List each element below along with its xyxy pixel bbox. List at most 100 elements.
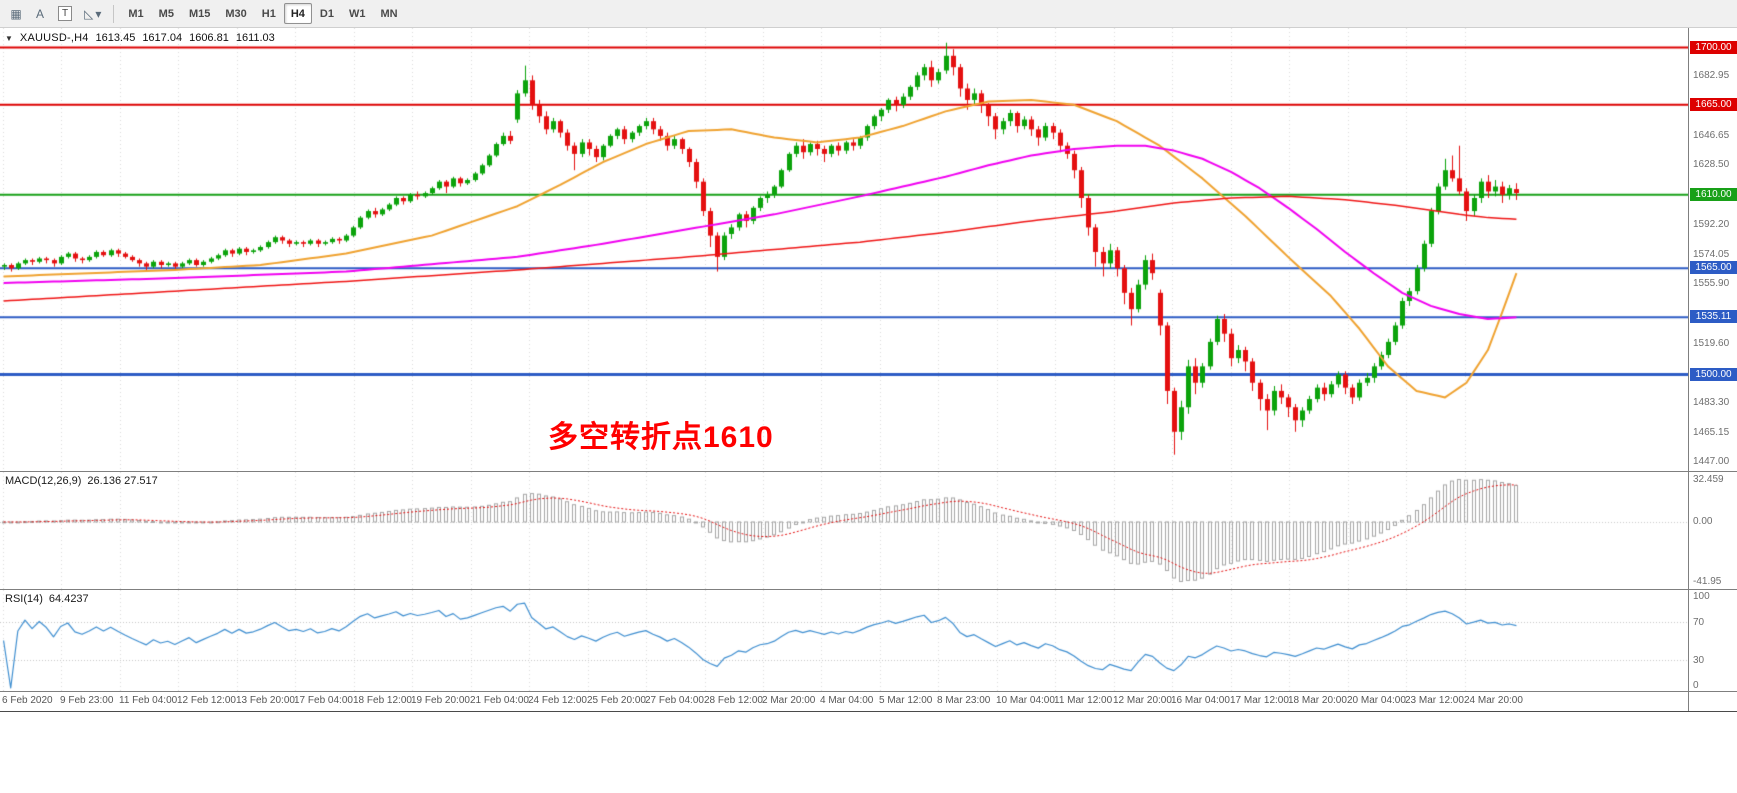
hline-price-label: 1500.00 [1690,367,1737,381]
price-tick: 1682.95 [1693,70,1730,82]
text-object-icon[interactable]: T [53,3,77,25]
timeframe-button-m1[interactable]: M1 [128,7,144,20]
timeframe-button-mn[interactable]: MN [380,7,398,20]
window-filler [0,712,1737,792]
price-tick: 1465.15 [1693,426,1730,438]
chart-annotation[interactable]: 多空转折点1610 [548,421,774,454]
symbol-info: ▼ XAUUSD-,H4 1613.45 1617.04 1606.81 161… [5,32,275,44]
macd-label: MACD(12,26,9) 26.136 27.517 [5,475,158,487]
timeframe-group: M1 M5 M15 M30 H1 H4 D1 W1 MN [121,3,404,24]
price-tick: 1483.30 [1693,396,1730,408]
hline-price-label: 1610.00 [1690,187,1737,201]
line-studies-glyph: ◺ [84,6,94,21]
time-axis-label: 5 Mar 12:00 [879,695,933,706]
time-axis-label: 10 Mar 04:00 [996,695,1055,706]
macd-panel: MACD(12,26,9) 26.136 27.517 32.459 0.00 -4… [0,472,1737,590]
price-tick: 1592.20 [1693,218,1730,230]
text-object-glyph: T [58,6,73,21]
macd-axis-label: 32.459 [1693,474,1724,485]
toolbar: ▦ A T ◺ ▾ M1 M5 M15 M30 H1 H4 D1 W1 MN [0,0,1737,28]
time-axis-label: 24 Feb 12:00 [528,695,587,706]
time-axis-label: 18 Feb 12:00 [353,695,412,706]
rsi-axis-label: 0 [1693,680,1699,691]
macd-axis[interactable]: 32.459 0.00 -41.95 [1688,472,1737,589]
timeframe-button-m5[interactable]: M5 [158,7,174,20]
time-axis-label: 8 Mar 23:00 [937,695,991,706]
rsi-axis[interactable]: 100 70 30 0 [1688,590,1737,691]
time-axis-label: 12 Feb 12:00 [177,695,236,706]
time-axis-label: 20 Mar 04:00 [1347,695,1406,706]
timeframe-button-h1[interactable]: H1 [261,7,276,20]
time-axis-label: 27 Feb 04:00 [645,695,704,706]
price-tick: 1447.00 [1693,456,1730,468]
hline-price-label: 1535.11 [1690,310,1737,324]
time-axis-label: 17 Mar 12:00 [1230,695,1289,706]
time-axis-label: 13 Feb 20:00 [236,695,295,706]
macd-values: 26.136 27.517 [87,475,158,487]
annotate-a-icon[interactable]: A [29,3,51,25]
time-axis-label: 6 Feb 2020 [2,695,53,706]
dropdown-arrow-icon: ▾ [95,6,102,21]
hline-price-label: 1700.00 [1690,40,1737,54]
time-axis-label: 12 Mar 20:00 [1113,695,1172,706]
time-axis-label: 11 Mar 12:00 [1054,695,1113,706]
macd-axis-label: 0.00 [1693,515,1713,527]
macd-plot[interactable]: MACD(12,26,9) 26.136 27.517 [0,472,1688,589]
rsi-name: RSI(14) [5,593,43,605]
hline-price-label: 1665.00 [1690,97,1737,111]
rsi-value: 64.4237 [48,593,89,605]
rsi-canvas[interactable] [0,590,1688,691]
ohlc-close: 1611.03 [235,32,275,44]
price-plot[interactable]: ▼ XAUUSD-,H4 1613.45 1617.04 1606.81 161… [0,28,1688,471]
timeframe-button-m15[interactable]: M15 [188,7,211,20]
timeframe-button-d1[interactable]: D1 [319,7,334,20]
rsi-panel: RSI(14) 64.4237 100 70 30 0 [0,590,1737,692]
chart-shift-icon[interactable]: ▦ [5,3,27,25]
time-axis-label: 18 Mar 20:00 [1288,695,1347,706]
ohlc-low: 1606.81 [189,32,229,44]
price-tick: 1646.65 [1693,129,1730,141]
time-axis-label: 17 Feb 04:00 [294,695,353,706]
price-canvas[interactable] [0,28,1688,471]
macd-canvas[interactable] [0,472,1688,589]
time-axis-label: 11 Feb 04:00 [119,695,178,706]
symbol-name: XAUUSD-,H4 [19,32,89,44]
timeframe-button-h4[interactable]: H4 [283,3,312,24]
time-axis-label: 2 Mar 20:00 [762,695,816,706]
time-axis-corner [1688,692,1737,711]
price-axis[interactable]: 1682.95 1646.65 1628.50 1592.20 1574.05 1555.… [1688,28,1737,471]
price-tick: 1555.90 [1693,278,1730,290]
rsi-axis-label: 70 [1693,616,1705,628]
one-click-collapse-icon[interactable]: ▼ [5,33,13,43]
ohlc-open: 1613.45 [95,32,136,44]
time-axis-row: 6 Feb 2020 9 Feb 23:00 11 Feb 04:00 12 Feb … [0,692,1737,712]
rsi-plot[interactable]: RSI(14) 64.4237 [0,590,1688,691]
time-axis-label: 21 Feb 04:00 [470,695,529,706]
price-tick: 1628.50 [1693,159,1730,171]
price-tick: 1519.60 [1693,337,1730,349]
timeframe-button-m30[interactable]: M30 [225,7,247,20]
time-axis-label: 4 Mar 04:00 [820,695,874,706]
hline-price-label: 1565.00 [1690,261,1737,275]
rsi-axis-label: 30 [1693,654,1705,666]
rsi-label: RSI(14) 64.4237 [5,593,89,605]
rsi-axis-label: 100 [1693,591,1710,602]
time-axis-label: 24 Mar 20:00 [1464,695,1523,706]
timeframe-button-w1[interactable]: W1 [348,7,366,20]
ohlc-high: 1617.04 [142,32,183,44]
time-axis-label: 19 Feb 20:00 [411,695,470,706]
annotate-a-glyph: A [35,6,44,21]
time-axis[interactable]: 6 Feb 2020 9 Feb 23:00 11 Feb 04:00 12 Feb … [0,692,1688,711]
time-axis-label: 9 Feb 23:00 [60,695,114,706]
time-axis-label: 28 Feb 12:00 [704,695,763,706]
toolbar-separator [113,4,115,23]
price-tick: 1574.05 [1693,248,1730,260]
line-studies-icon[interactable]: ◺ ▾ [79,3,106,25]
time-axis-label: 25 Feb 20:00 [587,695,646,706]
macd-axis-label: -41.95 [1693,576,1722,587]
chart-shift-glyph: ▦ [10,6,22,21]
time-axis-label: 23 Mar 12:00 [1405,695,1464,706]
time-axis-label: 16 Mar 04:00 [1171,695,1230,706]
main-chart-panel: ▼ XAUUSD-,H4 1613.45 1617.04 1606.81 161… [0,28,1737,472]
